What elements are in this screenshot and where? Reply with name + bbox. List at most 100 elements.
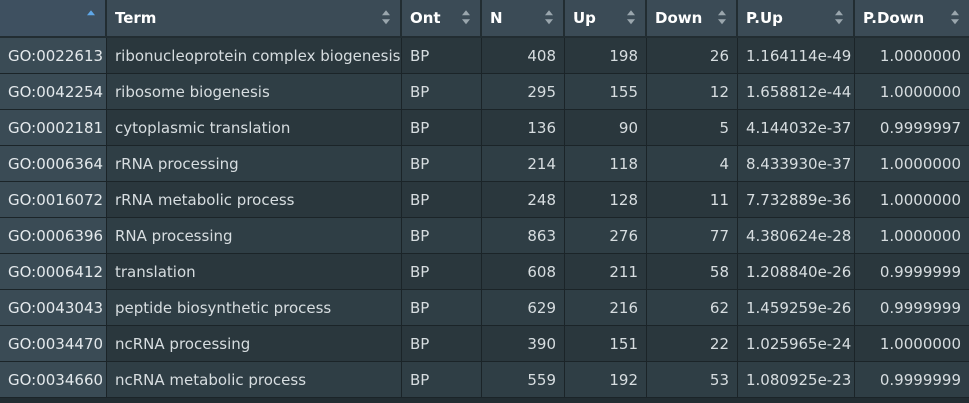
column-header-pdown[interactable]: P.Down: [855, 0, 969, 38]
table-row: GO:0034470 ncRNA processing BP 390 151 2…: [0, 326, 969, 362]
table-row: GO:0006396 RNA processing BP 863 276 77 …: [0, 218, 969, 254]
term-cell: rRNA metabolic process: [107, 182, 402, 218]
n-cell: 608: [482, 254, 565, 290]
ont-cell: BP: [402, 182, 482, 218]
pup-cell: 1.658812e-44: [738, 74, 855, 110]
term-cell: cytoplasmic translation: [107, 110, 402, 146]
table-row: GO:0042254 ribosome biogenesis BP 295 15…: [0, 74, 969, 110]
up-cell: 276: [565, 218, 647, 254]
row-name-cell: GO:0006396: [0, 218, 107, 254]
down-cell: 62: [647, 290, 738, 326]
down-cell: 53: [647, 362, 738, 398]
down-cell: 12: [647, 74, 738, 110]
up-cell: 211: [565, 254, 647, 290]
table-row: GO:0043043 peptide biosynthetic process …: [0, 290, 969, 326]
sort-icon[interactable]: [462, 10, 470, 25]
pdown-cell: 0.9999999: [855, 362, 969, 398]
table-row: GO:0006412 translation BP 608 211 58 1.2…: [0, 254, 969, 290]
term-cell: RNA processing: [107, 218, 402, 254]
column-label: Term: [115, 9, 157, 27]
pup-cell: 1.208840e-26: [738, 254, 855, 290]
row-name-cell: GO:0016072: [0, 182, 107, 218]
ont-cell: BP: [402, 218, 482, 254]
pdown-cell: 1.0000000: [855, 218, 969, 254]
pdown-cell: 1.0000000: [855, 74, 969, 110]
column-header-up[interactable]: Up: [565, 0, 647, 38]
n-cell: 295: [482, 74, 565, 110]
column-header-n[interactable]: N: [482, 0, 565, 38]
down-cell: 4: [647, 146, 738, 182]
n-cell: 248: [482, 182, 565, 218]
pdown-cell: 1.0000000: [855, 182, 969, 218]
column-label: P.Down: [863, 9, 925, 27]
sort-icon[interactable]: [718, 10, 726, 25]
row-name-cell: GO:0002181: [0, 110, 107, 146]
ont-cell: BP: [402, 38, 482, 74]
column-label: P.Up: [746, 9, 783, 27]
ont-cell: BP: [402, 326, 482, 362]
up-cell: 192: [565, 362, 647, 398]
table-row: GO:0034660 ncRNA metabolic process BP 55…: [0, 362, 969, 398]
down-cell: 11: [647, 182, 738, 218]
pup-cell: 1.164114e-49: [738, 38, 855, 74]
row-name-cell: GO:0034470: [0, 326, 107, 362]
sort-icon[interactable]: [545, 10, 553, 25]
row-name-cell: GO:0022613: [0, 38, 107, 74]
column-header-down[interactable]: Down: [647, 0, 738, 38]
column-header-ont[interactable]: Ont: [402, 0, 482, 38]
pdown-cell: 1.0000000: [855, 326, 969, 362]
down-cell: 26: [647, 38, 738, 74]
column-header-term[interactable]: Term: [107, 0, 402, 38]
column-header-pup[interactable]: P.Up: [738, 0, 855, 38]
down-cell: 22: [647, 326, 738, 362]
up-cell: 216: [565, 290, 647, 326]
pup-cell: 1.459259e-26: [738, 290, 855, 326]
n-cell: 390: [482, 326, 565, 362]
pdown-cell: 1.0000000: [855, 38, 969, 74]
term-cell: translation: [107, 254, 402, 290]
ont-cell: BP: [402, 254, 482, 290]
ont-cell: BP: [402, 290, 482, 326]
sort-icon[interactable]: [835, 10, 843, 25]
up-cell: 198: [565, 38, 647, 74]
pdown-cell: 0.9999999: [855, 290, 969, 326]
column-label: Up: [573, 9, 596, 27]
term-cell: ribonucleoprotein complex biogenesis: [107, 38, 402, 74]
row-name-cell: GO:0006412: [0, 254, 107, 290]
ont-cell: BP: [402, 74, 482, 110]
table-row: GO:0016072 rRNA metabolic process BP 248…: [0, 182, 969, 218]
sort-ascending-icon[interactable]: [87, 10, 95, 24]
n-cell: 408: [482, 38, 565, 74]
sort-icon[interactable]: [627, 10, 635, 25]
pup-cell: 1.025965e-24: [738, 326, 855, 362]
term-cell: rRNA processing: [107, 146, 402, 182]
column-label: Down: [655, 9, 703, 27]
ont-cell: BP: [402, 362, 482, 398]
pup-cell: 8.433930e-37: [738, 146, 855, 182]
term-cell: peptide biosynthetic process: [107, 290, 402, 326]
row-name-cell: GO:0042254: [0, 74, 107, 110]
table-row: GO:0006364 rRNA processing BP 214 118 4 …: [0, 146, 969, 182]
term-cell: ncRNA processing: [107, 326, 402, 362]
sort-icon[interactable]: [382, 10, 390, 25]
up-cell: 118: [565, 146, 647, 182]
n-cell: 136: [482, 110, 565, 146]
up-cell: 90: [565, 110, 647, 146]
sort-icon[interactable]: [951, 10, 959, 25]
column-header-rowname[interactable]: [0, 0, 107, 38]
n-cell: 629: [482, 290, 565, 326]
up-cell: 151: [565, 326, 647, 362]
header-row: Term Ont N Up Down: [0, 0, 969, 38]
ont-cell: BP: [402, 146, 482, 182]
pup-cell: 1.080925e-23: [738, 362, 855, 398]
up-cell: 128: [565, 182, 647, 218]
down-cell: 77: [647, 218, 738, 254]
row-name-cell: GO:0006364: [0, 146, 107, 182]
pup-cell: 4.144032e-37: [738, 110, 855, 146]
row-name-cell: GO:0043043: [0, 290, 107, 326]
n-cell: 559: [482, 362, 565, 398]
pdown-cell: 0.9999997: [855, 110, 969, 146]
ont-cell: BP: [402, 110, 482, 146]
up-cell: 155: [565, 74, 647, 110]
